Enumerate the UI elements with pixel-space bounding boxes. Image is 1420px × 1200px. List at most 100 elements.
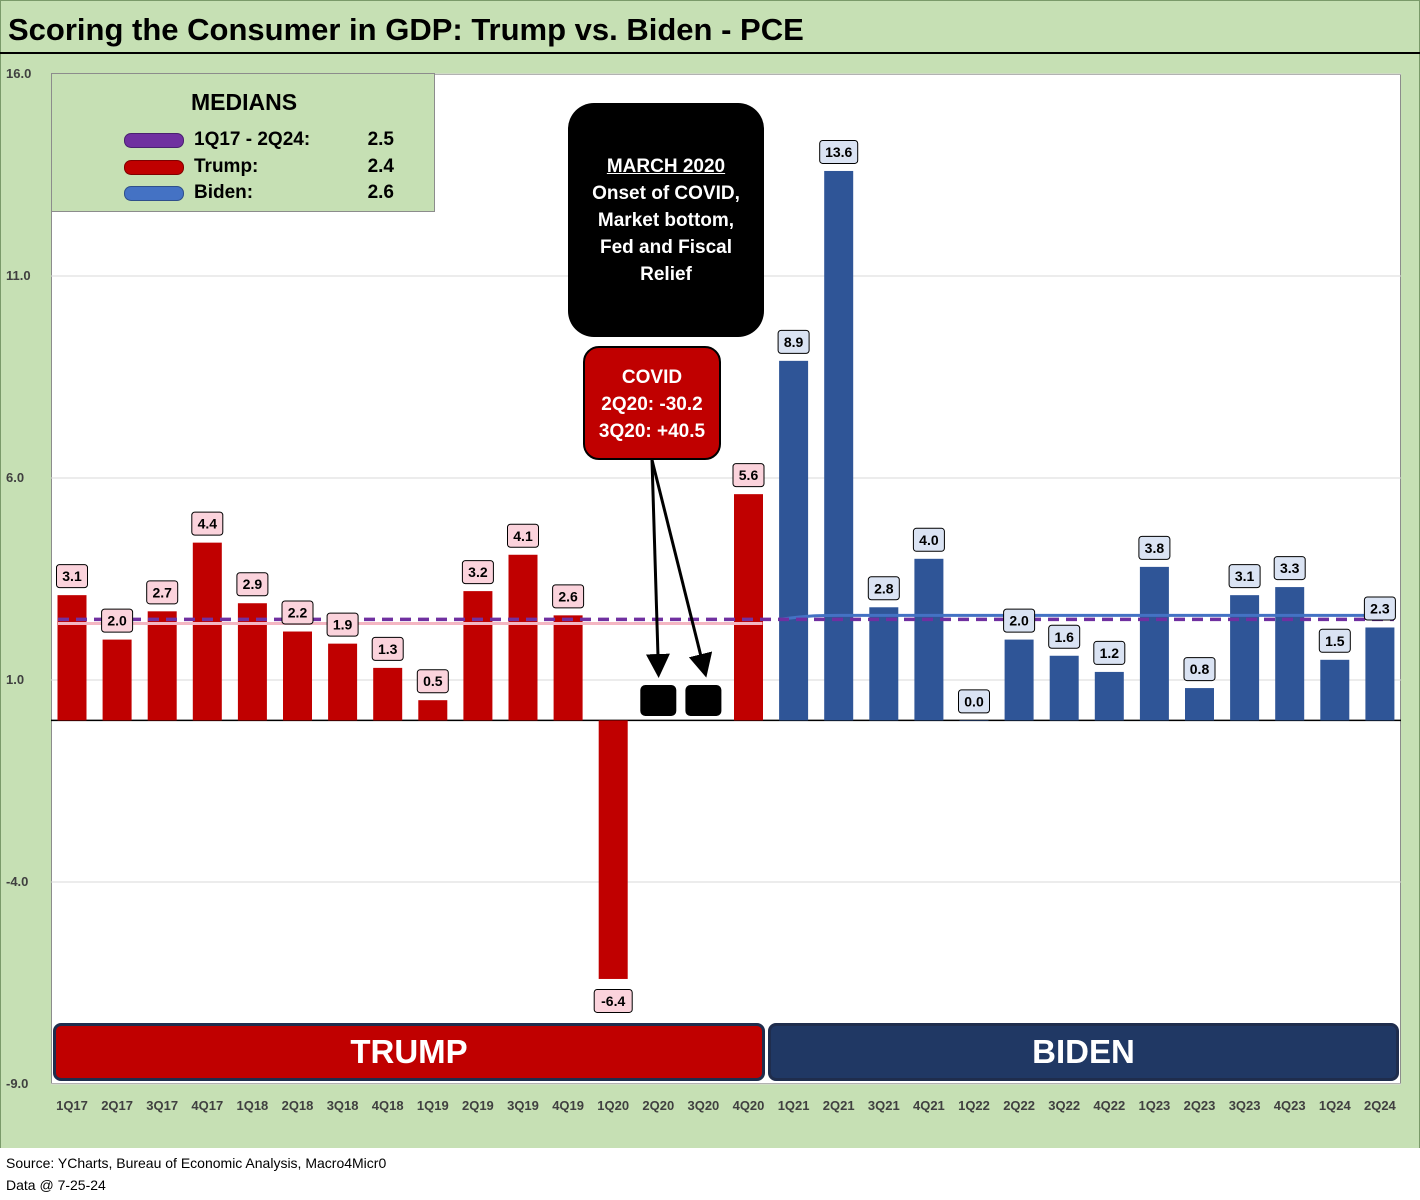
- data-label-box: [1093, 640, 1126, 665]
- data-label: 3.2: [461, 560, 494, 585]
- data-label-text: 3.1: [62, 568, 82, 584]
- chart-title: Scoring the Consumer in GDP: Trump vs. B…: [8, 12, 804, 47]
- bar: [779, 360, 809, 721]
- callout-line: Market bottom,: [597, 210, 735, 231]
- bar: [1094, 671, 1124, 721]
- data-label-text: 1.3: [378, 641, 398, 657]
- data-label: 1.9: [326, 612, 359, 637]
- data-label: 5.6: [732, 463, 765, 488]
- data-label: 4.4: [191, 511, 224, 536]
- data-label-text: 2.2: [288, 605, 308, 621]
- era-bar-trump: TRUMP: [53, 1023, 765, 1081]
- bar: [824, 170, 854, 721]
- data-label: 0.5: [416, 669, 449, 694]
- data-label-text: 1.6: [1054, 629, 1074, 645]
- callout-line: Onset of COVID,: [592, 183, 740, 204]
- data-label-box: [867, 576, 900, 601]
- x-tick-label: 2Q18: [281, 1098, 314, 1113]
- data-label-text: 2.9: [243, 576, 263, 592]
- x-tick-label: 1Q20: [597, 1098, 630, 1113]
- data-label-text: 8.9: [784, 334, 804, 350]
- legend-value: 2.6: [367, 182, 394, 203]
- x-tick-label: 2Q23: [1183, 1098, 1216, 1113]
- data-label-box: [1048, 624, 1081, 649]
- x-tick-label: 3Q18: [326, 1098, 359, 1113]
- bar: [959, 720, 989, 721]
- bar: [1049, 655, 1079, 721]
- bar: [283, 631, 312, 721]
- data-label: 4.0: [912, 527, 945, 552]
- x-tick-label: 1Q17: [56, 1098, 88, 1113]
- x-tick-label: 4Q23: [1273, 1098, 1306, 1113]
- y-tick-label: 11.0: [6, 268, 31, 283]
- x-tick-label: 1Q23: [1138, 1098, 1171, 1113]
- source-note: Source: YCharts, Bureau of Economic Anal…: [6, 1155, 387, 1171]
- data-label-text: 1.2: [1100, 645, 1120, 661]
- bar: [508, 554, 538, 721]
- data-label-text: 4.1: [513, 528, 533, 544]
- data-label-box: [732, 463, 765, 488]
- chart-svg: 3.1 2.0 2.7 4.4 2.9 2.2 1.9 1.3 0.5 3.2 4.1 2.6 -6.4…: [51, 73, 1401, 1085]
- data-label-text: 4.4: [198, 516, 218, 532]
- bar: [914, 558, 944, 721]
- data-label-box: [101, 608, 134, 633]
- data-label: 0.0: [958, 689, 990, 714]
- legend-value: 2.5: [367, 129, 394, 150]
- arrow-2q20: [645, 459, 670, 678]
- x-tick-label: 4Q17: [191, 1098, 224, 1113]
- x-tick-label: 1Q22: [958, 1098, 990, 1113]
- legend-swatch-biden: [124, 186, 184, 201]
- data-label: 2.9: [236, 572, 269, 597]
- data-label-text: 2.0: [1009, 613, 1029, 629]
- x-tick-label: 2Q17: [101, 1098, 133, 1113]
- data-label-text: 5.6: [739, 467, 759, 483]
- data-label: 2.7: [146, 580, 179, 605]
- data-label-text: 1.5: [1325, 633, 1345, 649]
- data-label: 3.3: [1273, 556, 1306, 581]
- bar: [869, 607, 899, 721]
- data-label-box: [1228, 564, 1261, 589]
- data-label-box: [1003, 608, 1036, 633]
- x-tick-label: 4Q22: [1093, 1098, 1126, 1113]
- data-label-text: 3.2: [468, 564, 488, 580]
- bar: [418, 700, 448, 721]
- y-tick-label: 6.0: [6, 470, 25, 485]
- bar: [147, 611, 177, 721]
- callout-header: MARCH 2020: [606, 156, 726, 177]
- legend-swatch-overall: [124, 133, 184, 148]
- data-label-box: [416, 669, 449, 694]
- x-tick-label: 4Q20: [732, 1098, 765, 1113]
- data-label-text: 0.0: [964, 693, 984, 709]
- data-label-text: 3.1: [1235, 568, 1255, 584]
- callout-line: Relief: [640, 264, 692, 285]
- x-tick-label: 1Q21: [777, 1098, 810, 1113]
- y-tick-label: -9.0: [6, 1076, 29, 1091]
- legend-value: 2.4: [367, 156, 394, 177]
- bar: [1365, 627, 1395, 721]
- x-tick-label: 4Q19: [552, 1098, 584, 1113]
- bar: [553, 615, 583, 721]
- data-label-box: [236, 572, 269, 597]
- bar: [1320, 659, 1350, 721]
- data-label-box: [461, 560, 494, 585]
- data-label-box: [1138, 535, 1171, 560]
- data-label-text: 2.7: [152, 584, 172, 600]
- data-label-box: [326, 612, 359, 637]
- arrow-3q20: [650, 459, 713, 678]
- bar: [102, 639, 132, 721]
- data-label-text: 13.6: [825, 144, 852, 160]
- x-tick-label: 3Q17: [146, 1098, 179, 1113]
- x-tick-label: 2Q19: [461, 1098, 494, 1113]
- legend: MEDIANS 1Q17 - 2Q24: 2.5 Trump: 2.4 Bide…: [51, 73, 435, 212]
- data-label-box: [912, 527, 945, 552]
- data-label-box: [281, 600, 314, 625]
- legend-label: Biden:: [194, 182, 254, 203]
- data-label: 2.2: [281, 600, 314, 625]
- data-label-box: [1273, 556, 1306, 581]
- legend-label: 1Q17 - 2Q24:: [194, 129, 311, 150]
- bar: [598, 720, 628, 979]
- legend-label: Trump:: [194, 156, 259, 177]
- data-label: 2.0: [101, 608, 134, 633]
- data-label-box: [1318, 628, 1351, 653]
- march-2020-callout: MARCH 2020 Onset of COVID, Market bottom…: [568, 103, 764, 337]
